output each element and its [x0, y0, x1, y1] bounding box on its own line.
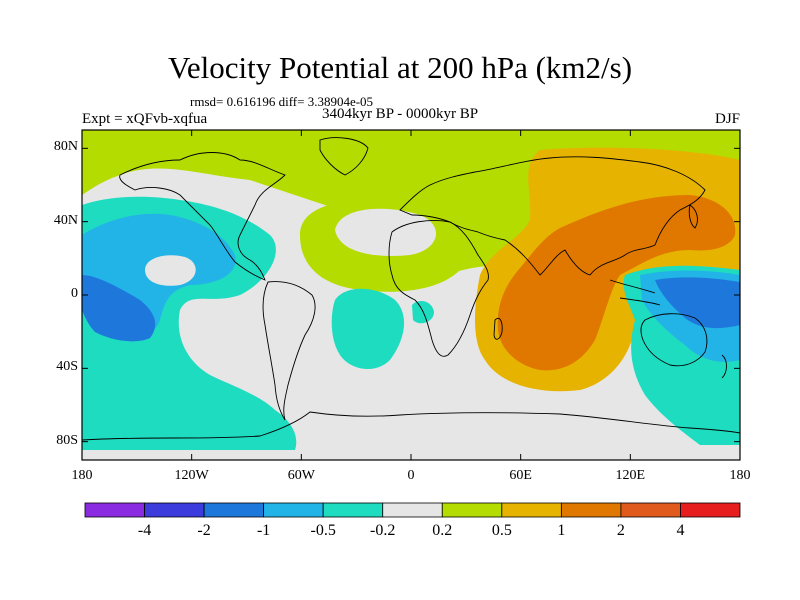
colorbar-swatch — [263, 502, 324, 518]
coast-antarctica — [82, 411, 740, 441]
stats-line: rmsd= 0.616196 diff= 3.38904e-05 — [190, 94, 374, 109]
lon-tick-label: 0 — [407, 468, 415, 483]
colorbar-label: 2 — [616, 522, 625, 539]
colorbar-label: 4 — [676, 522, 685, 539]
colorbar-swatch — [84, 502, 145, 518]
region-south-atlantic — [331, 288, 405, 370]
lat-tick-label: 40N — [53, 212, 78, 228]
coast-madagascar — [493, 317, 503, 340]
colorbar-swatch — [441, 502, 503, 518]
colorbar — [84, 502, 741, 518]
season-label: DJF — [714, 111, 740, 127]
colorbar-swatch — [680, 502, 741, 518]
colorbar-label: 0.2 — [432, 522, 453, 539]
coast-greenland — [319, 137, 369, 176]
colorbar-swatch — [501, 502, 562, 518]
lon-tick-label: 120E — [615, 468, 646, 483]
experiment-label: Expt = xQFvb-xqfua — [82, 111, 208, 127]
lon-tick-label: 60W — [287, 468, 315, 483]
colorbar-swatch — [382, 502, 443, 518]
colorbar-swatch — [322, 502, 384, 518]
lat-tick-label: 80S — [56, 432, 78, 448]
lon-tick-label: 180 — [71, 468, 93, 483]
lat-tick-label: 80N — [53, 139, 78, 155]
coast-europe-asia — [399, 156, 706, 276]
colorbar-label: 1 — [557, 522, 566, 539]
contour-field — [82, 130, 740, 460]
coast-africa — [388, 220, 489, 357]
colorbar-label: -1 — [256, 522, 271, 539]
coast-new-zealand — [721, 354, 727, 379]
colorbar-swatch — [144, 502, 205, 518]
colorbar-label: -4 — [137, 522, 152, 539]
lat-tick-label: 40S — [56, 359, 78, 375]
coast-north-america — [119, 152, 286, 281]
colorbar-label: 0.5 — [491, 522, 512, 539]
coastlines — [82, 137, 740, 441]
period-label: 3404kyr BP - 0000kyr BP — [321, 106, 479, 122]
colorbar-swatch — [620, 502, 681, 518]
lon-tick-label: 180 — [729, 468, 751, 483]
axis-layer — [81, 130, 741, 460]
region-asia-core — [497, 195, 736, 371]
lon-tick-label: 120W — [174, 468, 209, 483]
colorbar-swatch — [560, 502, 622, 518]
coast-japan — [688, 204, 698, 229]
region-enp-hole — [145, 255, 196, 286]
coast-south-america — [262, 281, 316, 421]
colorbar-label: -2 — [197, 522, 211, 539]
colorbar-label: -0.2 — [370, 522, 396, 539]
colorbar-label: -0.5 — [310, 522, 336, 539]
coast-australia — [640, 313, 708, 367]
lat-tick-label: 0 — [71, 286, 78, 301]
region-north-africa-neutral — [335, 208, 437, 256]
coast-indonesia — [609, 279, 661, 306]
plot-title: Velocity Potential at 200 hPa (km2/s) — [167, 50, 633, 85]
lon-tick-label: 60E — [509, 468, 532, 483]
region-wp-core — [655, 277, 740, 329]
region-enp-core — [82, 275, 156, 342]
colorbar-swatch — [203, 502, 265, 518]
